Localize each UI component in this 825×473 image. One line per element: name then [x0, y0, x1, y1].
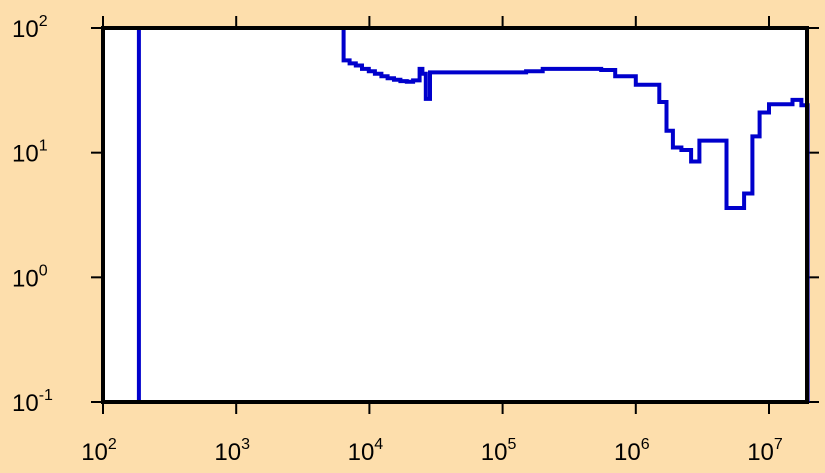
x-tick-labels: 102 103 104 105 106 107 [81, 436, 783, 466]
y-tick-label: 101 [12, 138, 48, 168]
plot-frame [101, 26, 809, 404]
y-tick-label: 102 [12, 13, 48, 43]
data-series-line [136, 26, 810, 402]
y-tick-labels: 102 101 100 10-1 [12, 13, 53, 417]
x-tick-label: 102 [81, 436, 117, 466]
y-tick-label: 10-1 [12, 387, 53, 417]
x-tick-label: 104 [348, 436, 384, 466]
x-tick-label: 107 [747, 436, 783, 466]
x-tick-label: 105 [481, 436, 517, 466]
y-tick-label: 100 [12, 262, 48, 292]
plot-area [103, 28, 807, 402]
x-tick-label: 103 [214, 436, 250, 466]
x-tick-label: 106 [614, 436, 650, 466]
